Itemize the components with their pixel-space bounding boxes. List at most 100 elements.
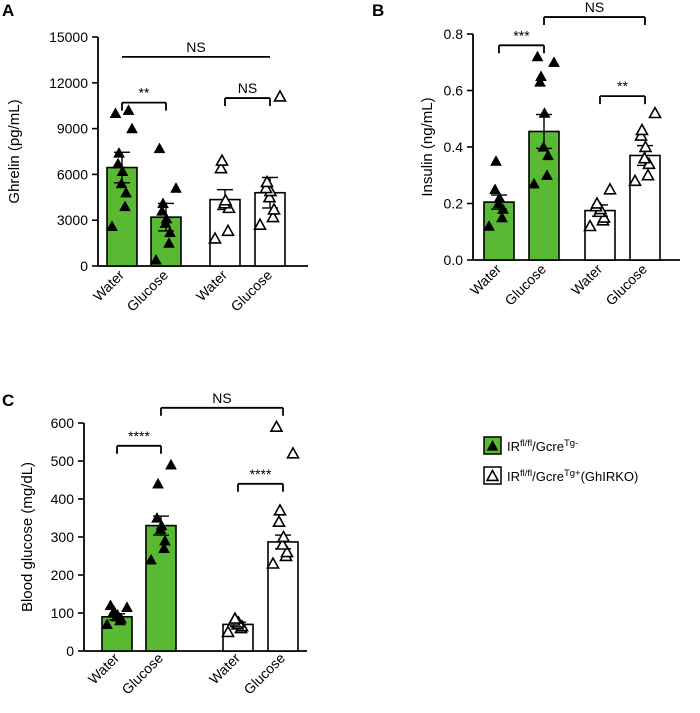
legend-text-part: /Gcre [532,469,564,484]
data-point [120,186,132,198]
significance-label: ** [617,78,628,94]
data-point [492,197,505,209]
data-point [109,107,122,118]
significance-label: **** [250,466,272,482]
y-tick-label: 15000 [49,29,88,45]
legend-marker [486,439,499,451]
legend-label: IRfl/fl/GcreTg- [507,438,578,455]
y-axis-title: Insulin (ng/mL) [419,97,436,196]
y-tick-label: 0 [80,258,88,274]
data-point [170,182,182,193]
data-point [537,140,550,152]
data-point [266,209,280,223]
legend-text-part: /Gcre [532,439,564,454]
data-point [641,168,655,181]
data-point [269,419,284,433]
data-point [286,446,300,459]
y-tick-label: 600 [51,415,75,431]
category-label: Water [568,261,606,299]
data-point [119,200,131,212]
panel-label-a: A [2,1,14,20]
data-point [260,174,274,188]
legend-marker [485,468,500,482]
y-tick-label: 500 [51,453,75,469]
y-tick-label: 3000 [57,212,88,228]
category-label: Water [467,261,505,299]
data-point [155,519,168,531]
data-point [158,542,170,554]
data-point [583,218,597,232]
data-point [267,202,281,215]
data-point [638,139,653,153]
data-point [534,76,546,87]
data-point [637,151,652,164]
data-point [122,104,135,115]
data-point [541,169,553,180]
data-point [483,220,495,231]
category-label: Water [193,267,231,305]
significance-label: ** [139,85,150,101]
category-label: Water [85,650,123,688]
data-point [276,529,291,543]
data-point [497,203,509,214]
legend-text-part: (GhIRKO) [581,469,639,484]
data-point [160,212,173,224]
significance-label: NS [585,0,604,15]
legend-superscript: fl/fl [520,438,532,449]
data-point [115,177,128,189]
data-point [121,601,133,612]
category-label: Water [206,650,244,688]
ghrelin-chart: 0 3000 6000 9000 12000 15000 Ghrelin (pg/mL) Wa… [6,29,308,314]
data-point [221,624,235,638]
y-tick-label: 0.2 [444,196,464,212]
data-point [628,173,642,187]
data-point [163,237,175,248]
data-point [275,537,290,550]
data-point [108,605,120,616]
bar [528,130,560,261]
category-label: Glucose [501,261,549,309]
y-tick-label: 0 [66,643,74,659]
y-tick-label: 100 [51,605,75,621]
data-point [104,599,117,611]
data-point [113,147,125,158]
y-tick-label: 200 [51,567,75,583]
data-point [259,180,273,194]
data-point [106,220,118,231]
data-point [603,182,617,195]
significance-label: *** [513,27,530,43]
y-tick-label: 9000 [57,121,88,137]
data-point [648,105,662,119]
data-point [496,211,508,223]
bar [629,154,661,261]
blood-glucose-chart: 0 100 200 300 400 500 600 Blood glucose (mg/dL)… [19,390,307,698]
legend-label: IRfl/fl/GcreTg+(GhIRKO) [507,468,638,485]
data-point [164,226,176,238]
category-label: Glucose [227,267,275,315]
y-axis-title: Ghrelin (pg/mL) [6,99,23,203]
data-point [535,70,547,82]
category-label: Glucose [123,267,171,315]
data-point [228,611,242,624]
data-point [221,223,235,237]
data-point [208,231,222,244]
data-point [280,545,294,558]
data-point [538,107,551,118]
data-point [156,205,168,216]
data-point [548,56,560,67]
y-tick-label: 12000 [49,75,88,91]
data-point [262,190,277,203]
y-tick-label: 0.6 [444,83,464,99]
data-point [253,217,267,230]
y-tick-label: 0.8 [444,26,464,42]
data-point [126,122,138,134]
data-point [266,556,280,569]
data-point [150,253,162,265]
category-label: Glucose [602,261,650,309]
data-point [528,177,540,189]
significance-label: NS [212,390,231,406]
category-label: Glucose [240,650,288,698]
significance-label: NS [238,80,257,96]
